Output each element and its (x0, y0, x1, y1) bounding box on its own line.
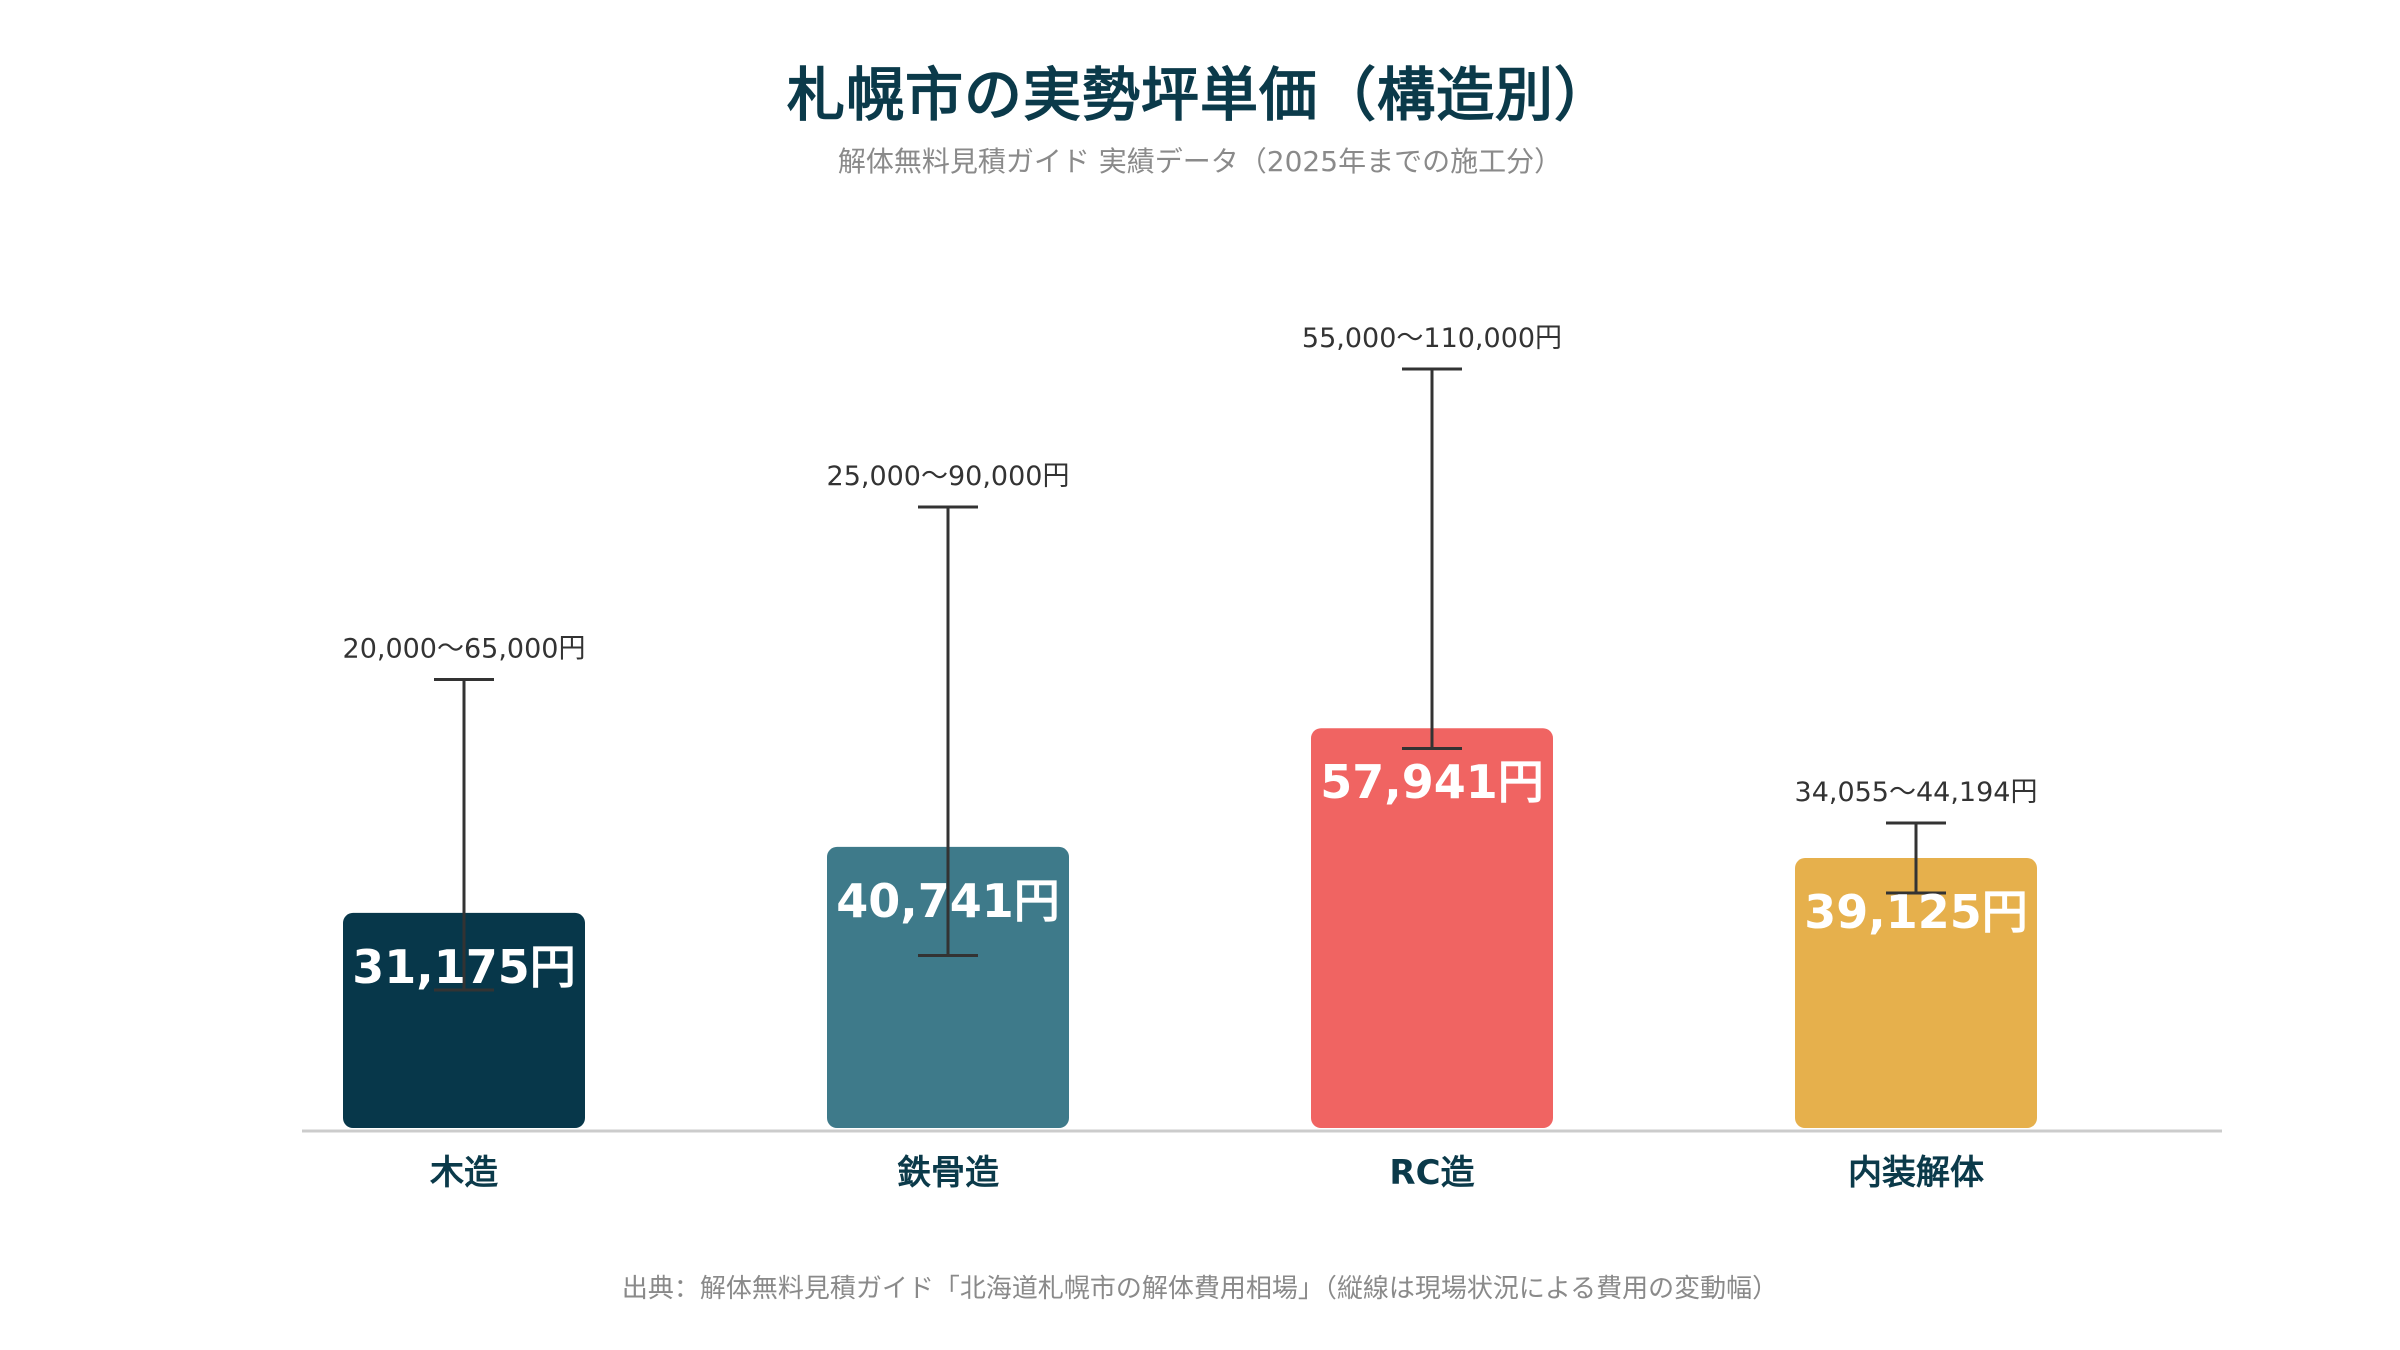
bar (827, 846, 1069, 1128)
value-label: 39,125円 (1804, 885, 2028, 939)
category-label: 鉄骨造 (897, 1153, 999, 1193)
range-label: 34,055〜44,194円 (1795, 777, 2038, 808)
chart-subtitle: 解体無料見積ガイド 実績データ（2025年までの施工分） (837, 145, 1563, 178)
chart-source-note: 出典：解体無料見積ガイド「北海道札幌市の解体費用相場」（縦線は現場状況による費用… (621, 1274, 1779, 1304)
range-label: 55,000〜110,000円 (1302, 323, 1562, 354)
category-label: 木造 (429, 1153, 498, 1193)
value-label: 31,175円 (352, 940, 576, 994)
bar (1311, 728, 1553, 1128)
category-label: 内装解体 (1848, 1153, 1984, 1193)
chart-title: 札幌市の実勢坪単価（構造別） (786, 61, 1613, 129)
value-label: 57,941円 (1320, 755, 1544, 809)
range-label: 25,000〜90,000円 (827, 461, 1070, 492)
category-label: RC造 (1389, 1153, 1474, 1193)
value-label: 40,741円 (836, 874, 1060, 928)
range-label: 20,000〜65,000円 (343, 634, 586, 665)
bar (1795, 858, 2037, 1128)
bar (343, 912, 585, 1128)
